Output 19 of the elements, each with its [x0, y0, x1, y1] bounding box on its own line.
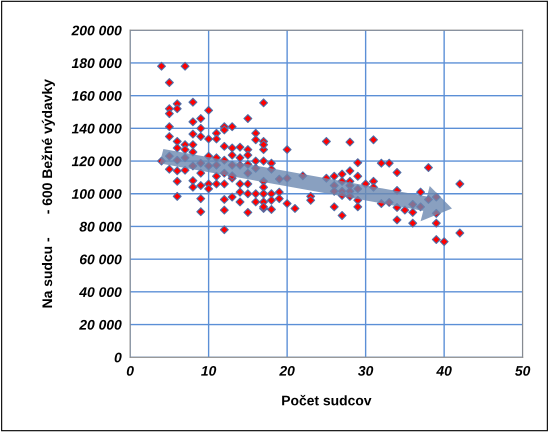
y-tick-label: 100 000	[72, 189, 122, 199]
y-tick-label: 60 000	[80, 254, 122, 264]
x-tick-label: 0	[126, 366, 134, 376]
x-tick-label: 10	[201, 366, 216, 376]
x-tick-label: 20	[279, 366, 295, 376]
y-tick-label: 200 000	[71, 26, 122, 36]
x-tick-label: 40	[436, 366, 452, 376]
x-tick-label: 50	[515, 366, 530, 376]
y-tick-label: 120 000	[72, 156, 122, 166]
y-tick-label: 0	[114, 352, 122, 362]
x-tick-label: 30	[358, 366, 374, 376]
y-tick-label: 180 000	[72, 58, 122, 68]
y-tick-label: 140 000	[72, 124, 122, 134]
y-tick-label: 160 000	[72, 90, 122, 101]
y-tick-label: 20 000	[79, 320, 122, 330]
y-axis-title: Na sudcu - - 600 Bežné výdavky	[42, 79, 55, 308]
y-tick-label: 80 000	[79, 222, 122, 232]
x-axis-title: Počet sudcov	[282, 394, 372, 406]
y-tick-label: 40 000	[79, 287, 122, 298]
